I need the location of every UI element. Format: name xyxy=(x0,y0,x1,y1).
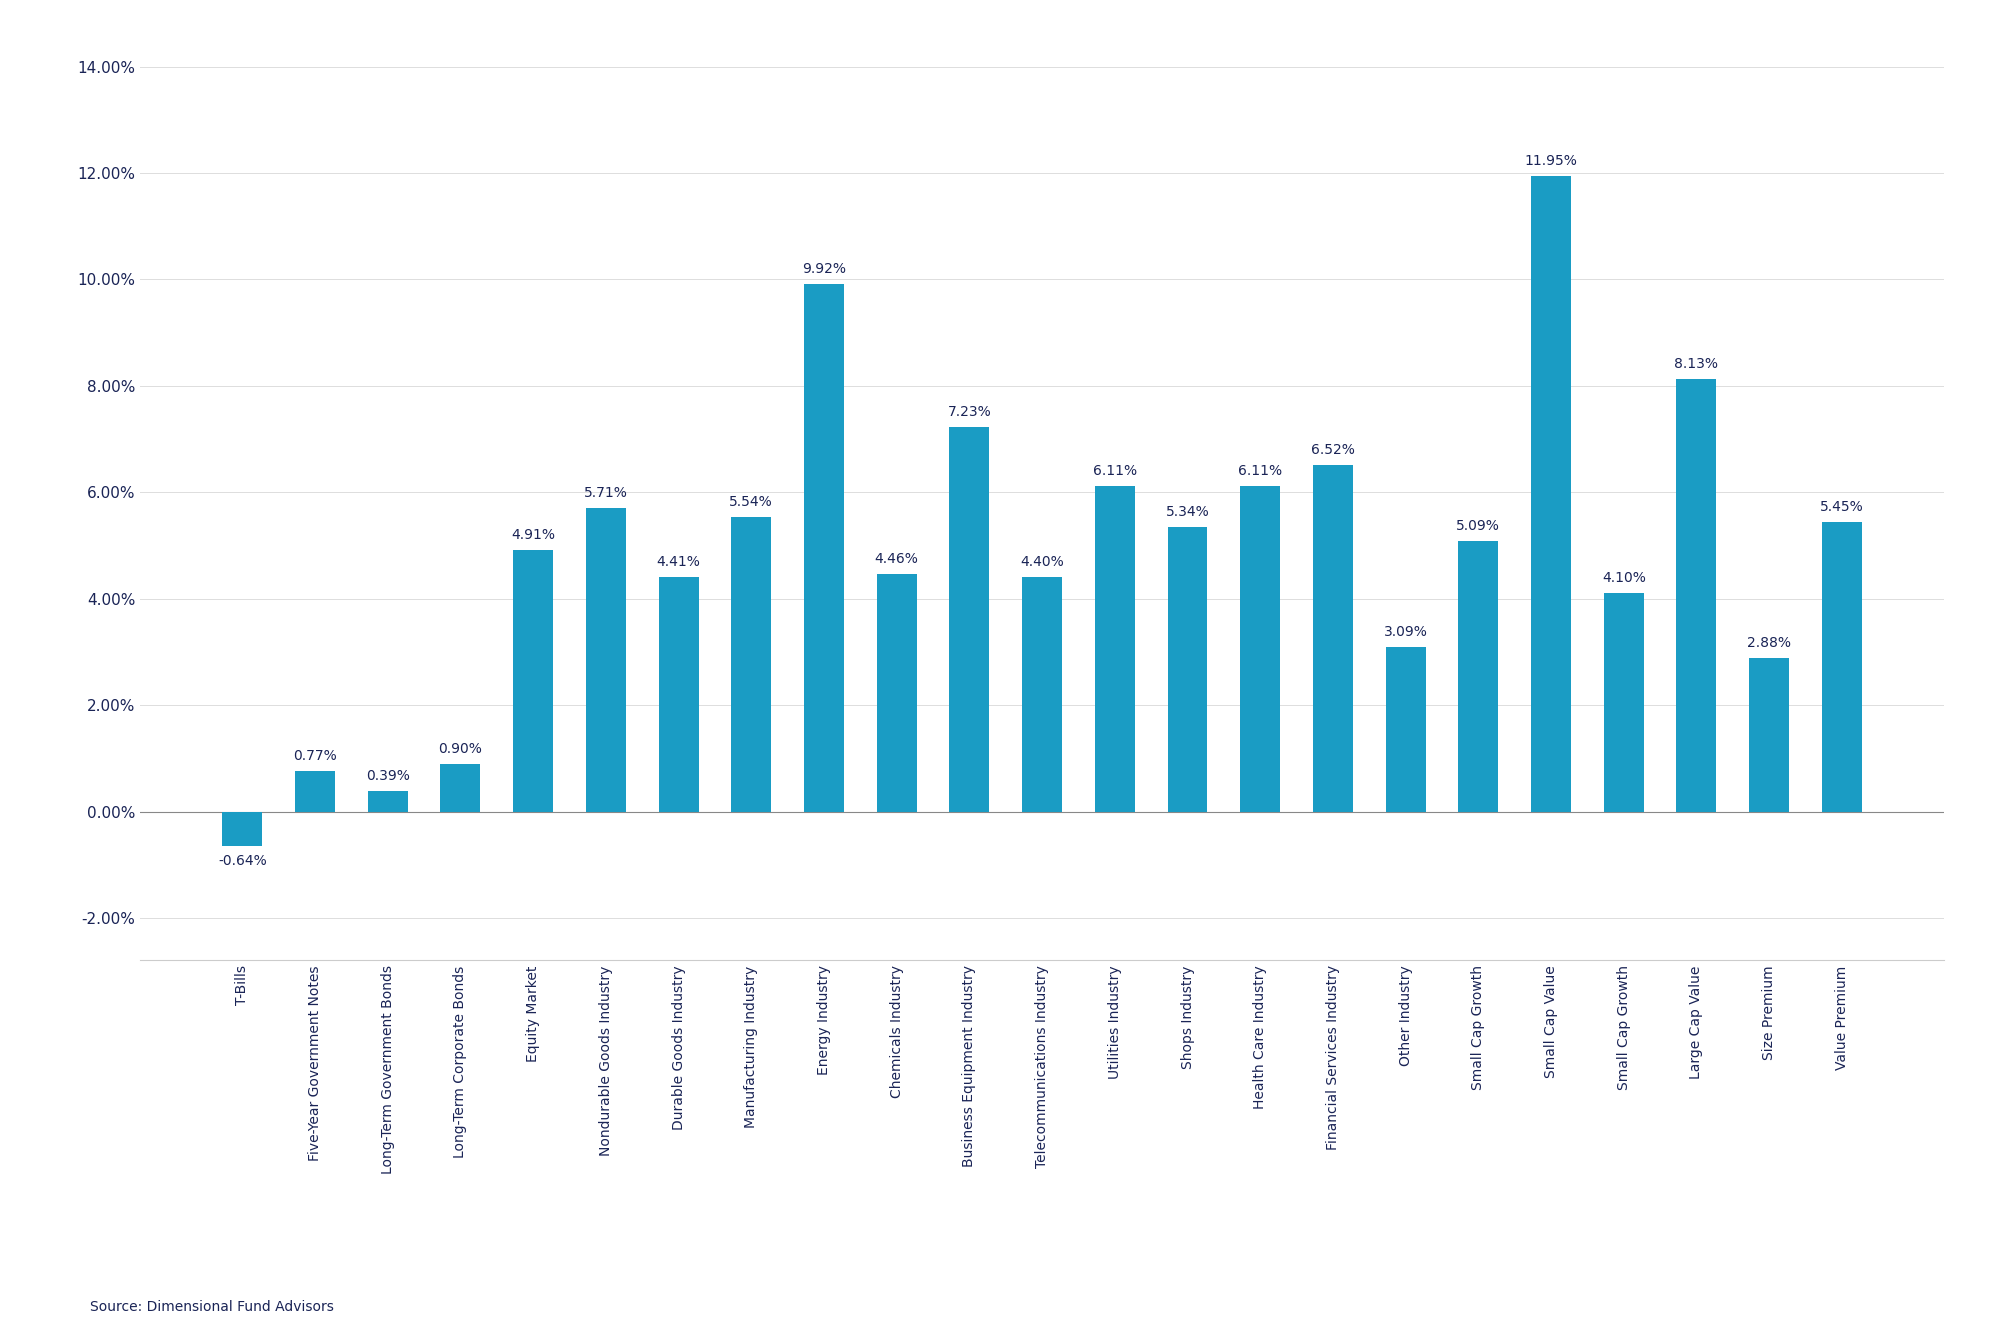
Text: 11.95%: 11.95% xyxy=(1525,153,1577,168)
Text: 2.88%: 2.88% xyxy=(1747,636,1792,650)
Text: 8.13%: 8.13% xyxy=(1675,358,1719,371)
Bar xyxy=(367,791,407,811)
Bar xyxy=(441,763,481,811)
Bar xyxy=(950,427,990,811)
Bar xyxy=(1168,527,1208,811)
Bar xyxy=(1459,540,1499,811)
Text: 6.52%: 6.52% xyxy=(1311,443,1355,456)
Bar xyxy=(1677,379,1717,811)
Text: 0.90%: 0.90% xyxy=(439,742,483,755)
Text: 6.11%: 6.11% xyxy=(1092,464,1136,479)
Bar xyxy=(222,811,263,846)
Bar xyxy=(1313,464,1353,811)
Text: 5.54%: 5.54% xyxy=(729,495,774,508)
Text: 4.41%: 4.41% xyxy=(657,555,701,568)
Text: 9.92%: 9.92% xyxy=(802,261,846,276)
Bar xyxy=(1603,594,1643,811)
Text: Source: Dimensional Fund Advisors: Source: Dimensional Fund Advisors xyxy=(90,1301,335,1314)
Text: 4.10%: 4.10% xyxy=(1601,571,1645,586)
Text: 5.09%: 5.09% xyxy=(1457,519,1501,532)
Text: 4.46%: 4.46% xyxy=(874,552,918,566)
Bar xyxy=(1240,487,1281,811)
Bar xyxy=(513,550,553,811)
Bar xyxy=(1822,522,1862,811)
Bar xyxy=(1531,176,1571,811)
Text: 4.40%: 4.40% xyxy=(1020,555,1064,570)
Bar xyxy=(585,508,625,811)
Bar xyxy=(804,284,844,811)
Text: 7.23%: 7.23% xyxy=(948,404,992,419)
Text: -0.64%: -0.64% xyxy=(218,854,267,867)
Text: 0.39%: 0.39% xyxy=(367,768,409,783)
Bar xyxy=(1385,647,1425,811)
Text: 5.45%: 5.45% xyxy=(1820,499,1864,514)
Text: 5.71%: 5.71% xyxy=(583,486,627,500)
Text: 5.34%: 5.34% xyxy=(1166,506,1208,519)
Bar xyxy=(659,576,699,811)
Text: 4.91%: 4.91% xyxy=(511,528,555,543)
Text: 3.09%: 3.09% xyxy=(1383,626,1427,639)
Bar xyxy=(1749,658,1790,811)
Bar xyxy=(295,771,335,811)
Text: 6.11%: 6.11% xyxy=(1238,464,1283,479)
Bar xyxy=(731,516,772,811)
Text: 0.77%: 0.77% xyxy=(293,748,337,763)
Bar xyxy=(1094,487,1134,811)
Bar xyxy=(1022,578,1062,811)
Bar xyxy=(876,574,916,811)
